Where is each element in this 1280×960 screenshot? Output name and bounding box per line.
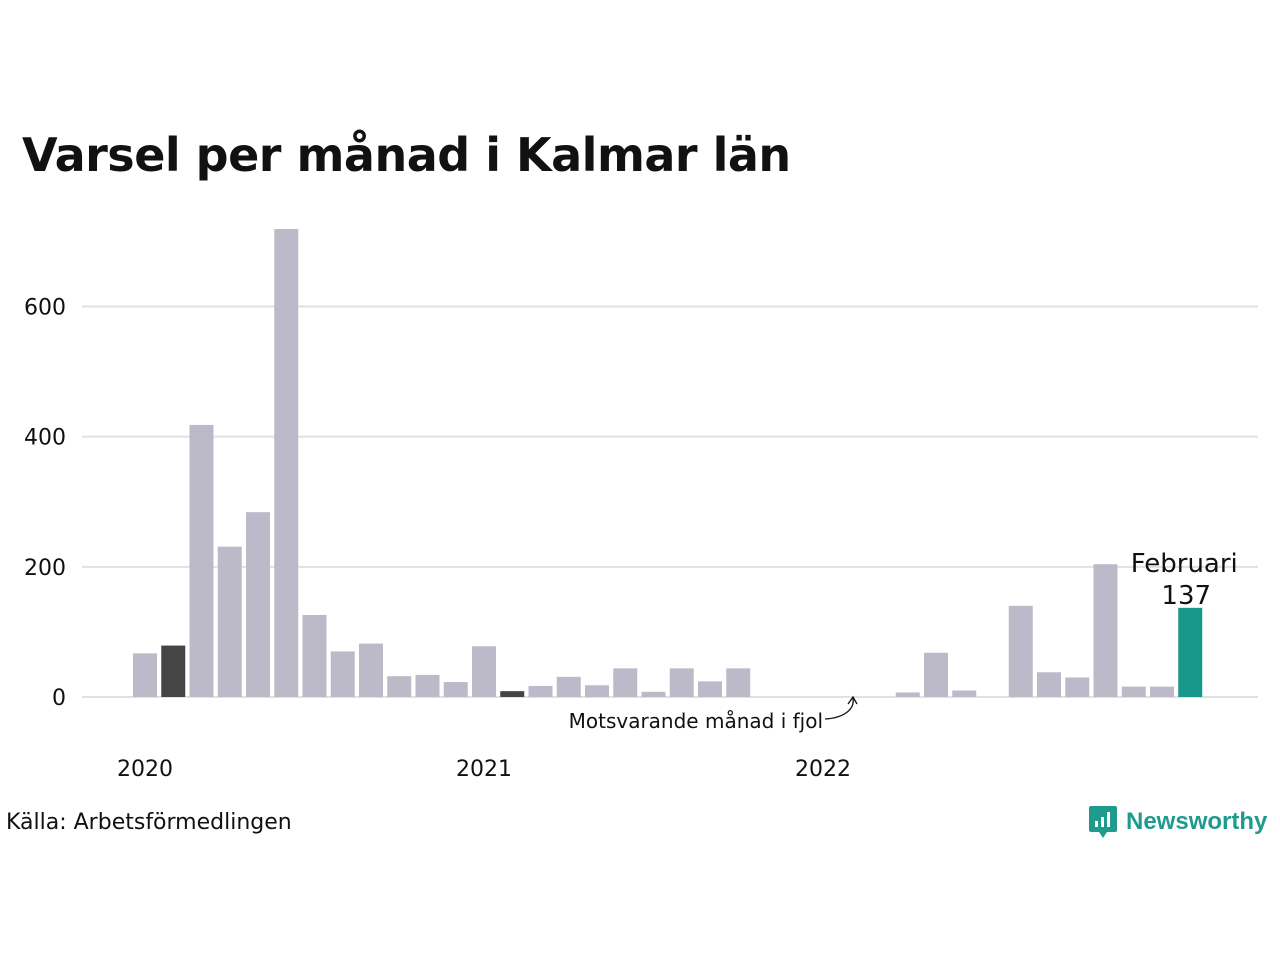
annotation-arrow [824, 697, 854, 720]
x-tick-label: 2022 [795, 757, 851, 782]
highlight-month-label: Februari [1131, 549, 1238, 579]
bar [443, 682, 468, 697]
bar [302, 614, 327, 697]
bar [1037, 672, 1061, 697]
bar-chart: 0 200 400 600 2020 2021 2022 Februari 137 Mot… [24, 229, 1258, 782]
bar [1150, 686, 1174, 697]
y-axis: 0 200 400 600 [24, 295, 66, 711]
bar [613, 668, 638, 697]
annotation-arrowhead [847, 695, 858, 705]
bar [387, 676, 412, 697]
bar [161, 645, 186, 697]
annotation-text: Motsvarande månad i fjol [569, 709, 823, 733]
bar [698, 681, 722, 697]
annotation: Motsvarande månad i fjol [569, 695, 858, 733]
bar [359, 643, 383, 697]
brand-name: Newsworthy [1126, 808, 1268, 835]
brand-logo: Newsworthy [1088, 804, 1267, 840]
bar [472, 646, 496, 697]
y-tick-label: 200 [24, 556, 66, 581]
highlight-value-label: 137 [1161, 581, 1211, 611]
source-note: Källa: Arbetsförmedlingen [6, 810, 292, 835]
bar [585, 685, 609, 697]
bar [1093, 564, 1118, 697]
bar [1008, 605, 1033, 697]
highlight-labels: Februari 137 [1131, 549, 1238, 611]
y-tick-label: 400 [24, 426, 66, 451]
x-tick-label: 2021 [456, 757, 512, 782]
y-tick-label: 0 [52, 686, 66, 711]
bar [1065, 677, 1090, 697]
bar [669, 668, 694, 697]
bar [133, 653, 157, 697]
bar [952, 690, 977, 697]
bars [133, 229, 1203, 697]
bar [556, 676, 581, 697]
bar [528, 685, 553, 697]
bar [726, 668, 751, 697]
bar [189, 424, 214, 697]
y-tick-label: 600 [24, 295, 66, 320]
bar-highlight [1178, 607, 1203, 697]
bar [1121, 686, 1146, 697]
bar [246, 512, 270, 697]
bar [500, 691, 525, 697]
bar [641, 691, 666, 697]
bar [415, 674, 440, 697]
bar [217, 546, 242, 697]
bar [895, 692, 920, 697]
bar [330, 651, 355, 697]
x-tick-label: 2020 [117, 757, 173, 782]
bar [274, 229, 299, 697]
chart-title: Varsel per månad i Kalmar län [22, 128, 791, 182]
x-axis: 2020 2021 2022 [117, 757, 851, 782]
bar [924, 652, 948, 697]
bar-chart-speech-icon [1089, 806, 1117, 838]
